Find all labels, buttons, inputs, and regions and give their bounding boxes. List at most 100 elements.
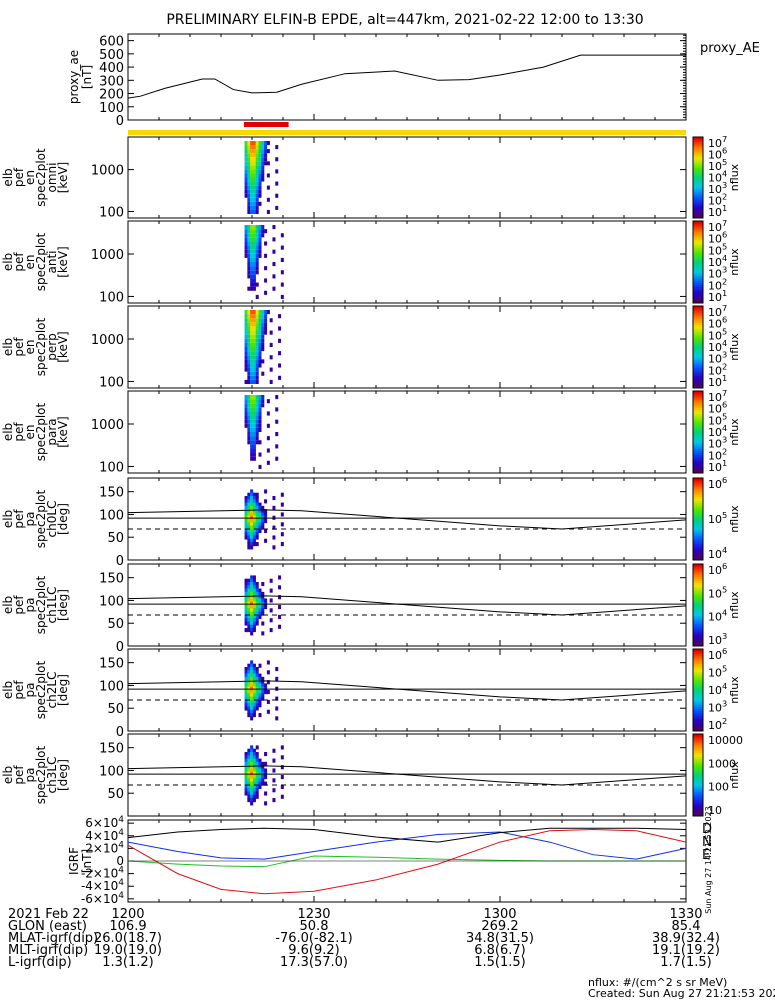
pa_ch3-cell [244,761,248,766]
pa_ch3-cell [250,791,254,796]
en_omni-cell [250,169,254,174]
en_omni-colorbar-cell [693,185,703,189]
pa_ch0-cell [252,502,256,507]
pa_ch3-cell [261,765,265,770]
en_anti-cell [250,229,254,234]
pa_ch1-ytick-label: 50 [107,617,124,632]
pa_ch0-cell [255,499,259,504]
pa_ch0-cell [250,535,254,540]
en_para-cell [250,432,254,437]
pa_ch3-cell [255,788,259,793]
en_perp-cell [261,318,265,323]
pa_ch3-colorbar-cell [693,762,703,766]
pa_ch2-cell [261,676,265,681]
en_para-colorbar-cell [693,438,703,441]
en_perp-cell [244,338,248,343]
en_perp-cell [255,334,259,339]
en_anti-cell [264,241,268,246]
en_para-colorbar-cell [693,464,703,468]
pa_ch2-ytick-label: 0 [116,725,124,740]
pa_ch3-cell [258,761,262,766]
pa_ch0-cell [250,492,254,497]
pa_ch3-cell [247,755,251,760]
en_perp-colorbar-cell [693,367,703,371]
en_perp-cell [269,318,273,323]
en_perp-cell [244,334,248,339]
pa_ch2-cell [250,709,254,714]
en_para-colorbar-cell [693,432,703,435]
pa_ch0-cell [247,538,251,543]
en_anti-colorbar-cell [693,300,703,304]
en_omni-cell [252,153,256,158]
pa_ch0-cell [252,532,256,537]
en_perp-ylabel: elb [1,338,15,356]
pa_ch3-ytick-label: 100 [99,764,124,779]
pa_ch0-cell [247,545,251,550]
en_omni-colorbar-cell [693,211,703,215]
pa_ch1-cell [255,591,259,596]
en_perp-ylabel: spec2plot [34,317,48,376]
en_anti-colorbar-cell [693,259,703,263]
pa_ch1-cell [252,575,256,580]
pa_ch0-cell [250,522,254,527]
en_para-cell [275,432,279,437]
en_omni-cell [275,193,279,198]
en_omni-cell [255,141,259,146]
en_omni-cell [266,161,270,166]
en_anti-colorbar-tick: 101 [708,288,727,304]
en_para-cell [258,407,262,412]
en_omni-cell [247,193,251,198]
pa_ch2-cell [244,706,248,711]
pa_ch1-colorbar-cell [693,600,703,604]
en_para-colorbar-cell [693,419,703,423]
pa_ch1-cell [244,598,248,603]
pa_ch0-cell [258,502,262,507]
en_para-cell [247,407,251,412]
pa_ch1-cell [244,618,248,623]
pa_ch1-cell [247,591,251,596]
pa_ch3-cell [258,778,262,783]
en_anti-cell [258,225,262,230]
en_para-cell [252,411,256,416]
en_anti-cell [252,229,256,234]
en_perp-colorbar-label: nflux [728,333,741,361]
pa_ch2-cell [252,683,256,688]
pa_ch2-ytick-label: 50 [107,702,124,717]
en_omni-colorbar [692,136,704,219]
en_para-colorbar-cell [693,450,703,453]
en_perp-ytick-label: 1000 [91,333,124,348]
en_omni-colorbar-cell [693,177,703,181]
en_para-cell [250,423,254,428]
pa_ch2-cell [266,699,270,704]
en_anti-cell [247,270,251,275]
en_para-cell [275,456,279,461]
pa_ch1-cell [252,621,256,626]
pa_ch0-cell [244,512,248,517]
en_perp-colorbar-cell [693,371,703,375]
pa_ch0-cell [258,522,262,527]
en_omni-cell [252,177,256,182]
pa_ch3-colorbar-cell [693,748,703,751]
pa_ch2-cell [250,703,254,708]
pa_ch1-cell [250,598,254,603]
en_anti-ylabel: en [23,255,37,270]
en_para-cell [247,411,251,416]
pa_ch0-colorbar-cell [693,545,703,549]
en_omni-cell [247,177,251,182]
pa_ch3-cell [250,745,254,750]
en_omni-colorbar-cell [693,139,703,142]
en_perp-cell [252,322,256,327]
en_anti-cell [264,278,268,283]
pa_ch0-cell [247,542,251,547]
pa_ch1-colorbar-cell [693,629,703,633]
en_perp-cell [250,342,254,347]
plot-title: PRELIMINARY ELFIN-B EPDE, alt=447km, 202… [166,12,643,28]
pa_ch1-cell [250,624,254,629]
en_perp-cell [261,326,265,331]
pa_ch2-colorbar [692,648,704,732]
orbit-row-label: L-igrf(dip) [8,955,72,970]
pa_ch2-colorbar-cell [693,710,703,714]
pa_ch0-ytick-label: 150 [99,486,124,501]
pa_ch3-colorbar-cell [693,791,703,794]
en_anti-cell [261,229,265,234]
